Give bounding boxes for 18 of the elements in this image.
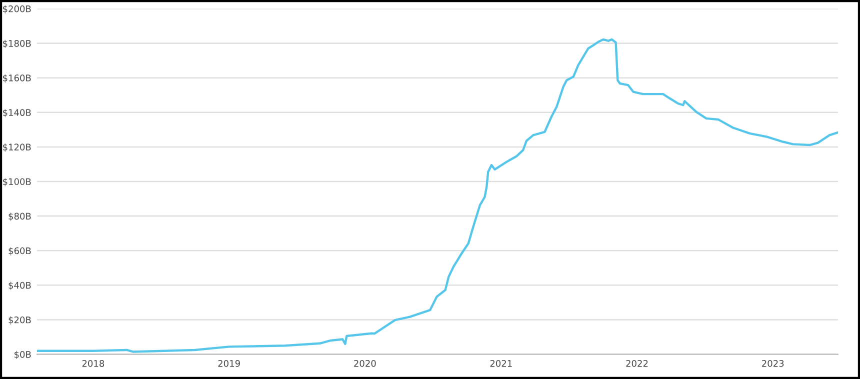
y-tick-label: $100B [3,178,31,186]
line-series [37,38,838,353]
x-tick-label: 2018 [82,360,104,367]
y-tick-label: $40B [8,282,31,290]
x-tick-label: 2019 [218,360,240,367]
y-tick-label: $140B [3,108,31,118]
y-tick-label: $200B [3,5,31,14]
y-tick-label: $160B [3,74,31,83]
y-tick-label: $80B [8,212,31,221]
y-tick-label: $20B [8,316,31,324]
x-tick-label: 2022 [626,360,648,367]
y-tick-label: $60B [8,247,31,256]
x-tick-label: 2020 [354,360,376,367]
y-tick-label: $0B [14,350,31,360]
y-tick-label: $180B [3,40,31,48]
y-tick-label: $120B [3,144,31,152]
x-tick-label: 2021 [490,360,512,367]
x-tick-label: 2023 [762,360,784,367]
